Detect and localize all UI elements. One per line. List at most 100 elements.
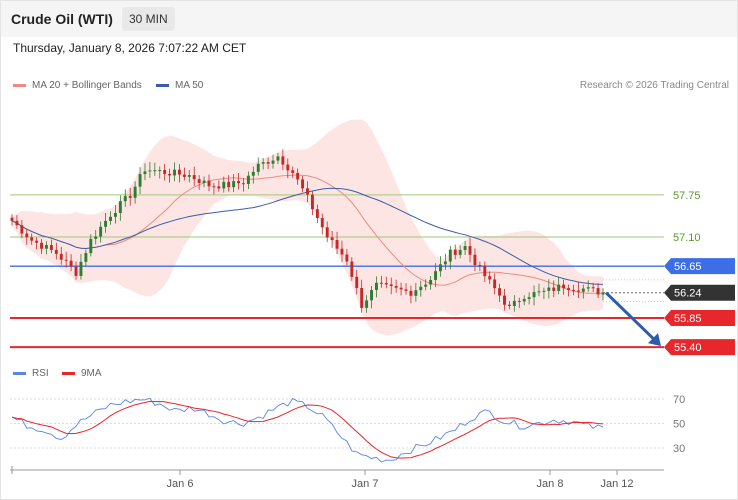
candle-body xyxy=(266,162,270,164)
instrument-title: Crude Oil (WTI) xyxy=(11,11,113,27)
candle-body xyxy=(281,156,285,165)
candle-body xyxy=(384,283,388,285)
x-tick-label-2: Jan 8 xyxy=(537,478,564,490)
candle-body xyxy=(143,171,147,175)
candle-body xyxy=(557,284,561,291)
candle-body xyxy=(473,254,477,266)
candle-body xyxy=(232,181,236,188)
candle-body xyxy=(370,290,373,301)
candle-body xyxy=(168,173,172,176)
candle-body xyxy=(365,300,369,308)
target-arrow-head xyxy=(648,333,661,347)
level-tag-5 xyxy=(664,339,735,356)
candle-body xyxy=(271,160,275,164)
candle-body xyxy=(483,265,487,277)
candle-body xyxy=(345,254,349,262)
legend-ma50-label: MA 50 xyxy=(175,80,204,91)
candle-body xyxy=(409,290,413,296)
candle-body xyxy=(99,226,103,237)
candle-body xyxy=(330,237,334,241)
candle-body xyxy=(15,220,19,226)
level-label-3: 56.24 xyxy=(674,288,702,300)
candle-body xyxy=(286,164,290,171)
candle-body xyxy=(163,170,167,174)
candle-body xyxy=(434,271,438,280)
candle-body xyxy=(212,186,216,188)
candle-body xyxy=(187,175,191,177)
candle-body xyxy=(69,260,73,267)
level-label-2: 56.65 xyxy=(674,261,702,273)
candle-body xyxy=(596,288,600,295)
candle-body xyxy=(192,175,196,180)
candle-body xyxy=(202,180,206,183)
candle-body xyxy=(360,288,364,308)
candle-body xyxy=(404,289,408,291)
candle-body xyxy=(517,300,521,302)
candle-body xyxy=(25,233,29,238)
candle-body xyxy=(379,282,383,284)
candle-body xyxy=(118,201,122,213)
candle-body xyxy=(320,218,324,228)
ma20-line xyxy=(11,174,604,294)
candle-body xyxy=(453,249,457,255)
candle-body xyxy=(439,264,442,272)
candle-body xyxy=(74,266,78,276)
candle-body xyxy=(542,290,546,292)
candle-body xyxy=(133,186,137,198)
copyright-text: Research © 2026 Trading Central xyxy=(579,80,729,91)
candle-body xyxy=(306,188,309,195)
candle-body xyxy=(276,156,280,161)
candle-body xyxy=(177,169,181,175)
candle-body xyxy=(207,180,211,187)
candle-body xyxy=(20,225,24,234)
candle-body xyxy=(197,179,201,183)
legend-ma20-label: MA 20 + Bollinger Bands xyxy=(32,80,142,91)
candle-body xyxy=(443,261,447,265)
level-tag-3 xyxy=(664,284,735,301)
candle-body xyxy=(419,286,423,291)
candle-body xyxy=(586,287,590,289)
candle-body xyxy=(448,249,452,262)
timeframe-button[interactable]: 30 MIN xyxy=(122,7,175,31)
level-label-0: 57.75 xyxy=(673,190,701,202)
candle-body xyxy=(123,196,127,202)
candle-body xyxy=(49,245,53,250)
candle-body xyxy=(601,292,605,295)
candle-body xyxy=(414,290,418,296)
candle-body xyxy=(109,216,112,221)
candle-body xyxy=(315,209,319,219)
level-label-1: 57.10 xyxy=(673,232,701,244)
ma50-swatch xyxy=(156,84,169,87)
candle-body xyxy=(227,181,231,188)
candle-body xyxy=(138,174,142,187)
candle-body xyxy=(591,287,595,289)
candle-body xyxy=(493,279,497,289)
legend-ma50: MA 50 xyxy=(156,80,203,91)
candle-body xyxy=(389,284,393,287)
candle-body xyxy=(173,169,176,176)
rsi-tick-1: 50 xyxy=(673,419,685,431)
candle-body xyxy=(527,297,531,300)
candle-body xyxy=(59,253,63,260)
candle-body xyxy=(503,295,506,305)
candle-body xyxy=(84,253,88,262)
candle-body xyxy=(54,249,58,254)
candle-body xyxy=(498,288,502,296)
rsi-line xyxy=(11,397,604,463)
timestamp: Thursday, January 8, 2026 7:07:22 AM CET xyxy=(13,41,247,55)
level-tag-4 xyxy=(664,310,735,326)
candle-body xyxy=(335,240,339,249)
candle-body xyxy=(301,179,305,189)
candle-body xyxy=(64,259,68,261)
legend-rsi-label: RSI xyxy=(32,368,49,379)
level-label-5: 55.40 xyxy=(674,342,702,354)
candle-body xyxy=(256,163,260,172)
legend-rsi-ma-label: 9MA xyxy=(81,368,102,379)
candle-body xyxy=(251,171,255,176)
candle-body xyxy=(104,220,108,227)
candle-body xyxy=(148,170,152,172)
candle-body xyxy=(532,292,536,298)
candle-body xyxy=(394,286,398,288)
candle-body xyxy=(113,212,117,217)
